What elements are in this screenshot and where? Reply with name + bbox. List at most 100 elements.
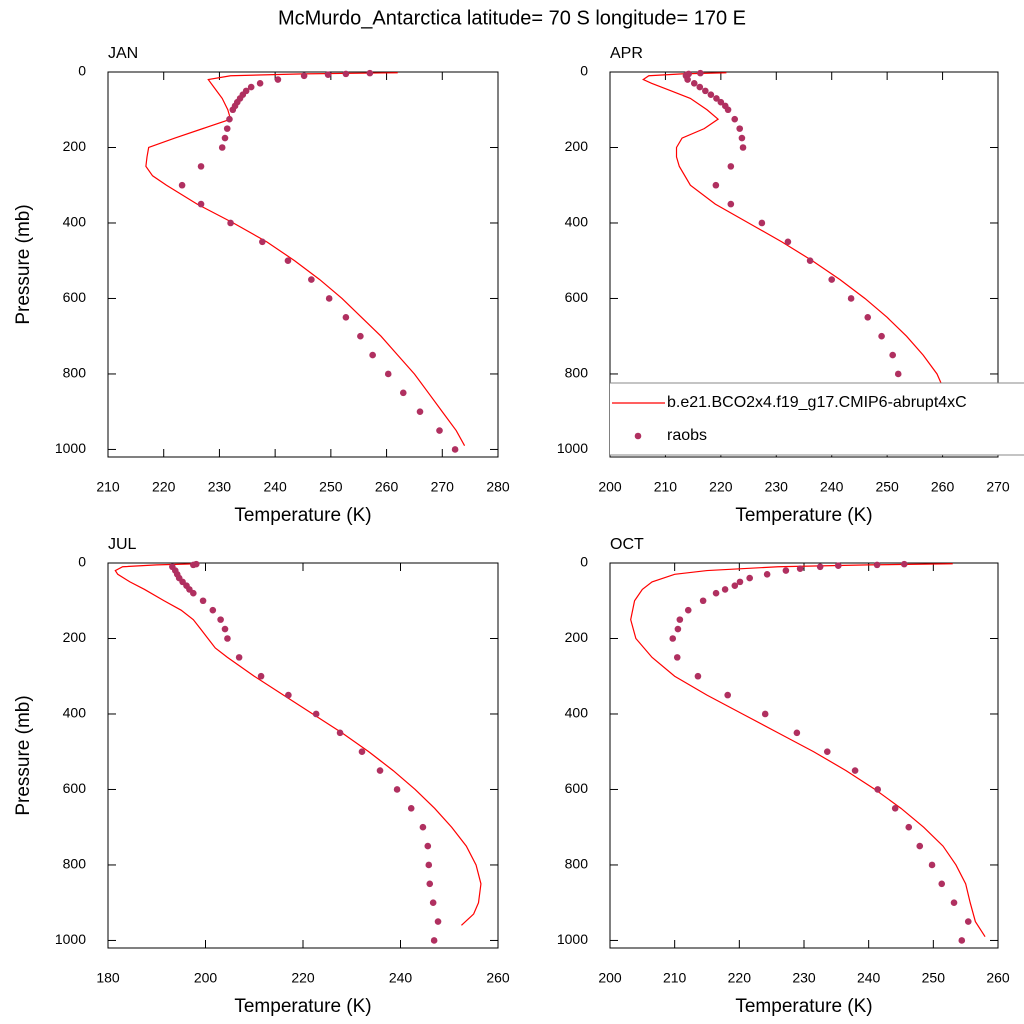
raob-point bbox=[784, 238, 792, 246]
raob-point bbox=[430, 937, 438, 944]
plot-frame bbox=[107, 71, 499, 458]
raob-point bbox=[707, 91, 715, 98]
raob-point bbox=[407, 805, 415, 812]
x-tick-label: 230 bbox=[208, 479, 232, 495]
y-tick-label: 1000 bbox=[557, 931, 588, 947]
raob-point bbox=[197, 200, 205, 208]
x-tick-label: 230 bbox=[765, 479, 789, 495]
plot-frame bbox=[609, 71, 999, 458]
raob-point bbox=[900, 560, 908, 568]
raob-point bbox=[964, 918, 972, 925]
y-tick-label: 800 bbox=[565, 856, 589, 872]
panel-title: JAN bbox=[108, 45, 138, 62]
y-tick-label: 600 bbox=[565, 289, 589, 305]
y-tick-label: 0 bbox=[78, 63, 86, 79]
x-tick-label: 260 bbox=[375, 479, 399, 495]
raob-point bbox=[916, 842, 924, 850]
raob-point bbox=[426, 880, 434, 888]
raob-point bbox=[782, 567, 790, 574]
raob-point bbox=[274, 76, 282, 83]
raob-point bbox=[713, 95, 720, 102]
raob-point bbox=[905, 823, 913, 831]
raob-point bbox=[393, 786, 401, 793]
y-tick-label: 200 bbox=[565, 629, 589, 645]
raob-point bbox=[676, 616, 684, 623]
raob-point bbox=[796, 565, 804, 572]
x-tick-label: 280 bbox=[486, 479, 510, 495]
y-tick-label: 800 bbox=[565, 365, 589, 381]
raob-point bbox=[724, 106, 732, 114]
profile-line bbox=[114, 563, 482, 926]
raob-point bbox=[727, 200, 735, 208]
raob-point bbox=[739, 144, 747, 151]
y-tick-label: 600 bbox=[63, 780, 87, 796]
x-tick-label: 270 bbox=[431, 479, 455, 495]
raob-point bbox=[436, 427, 443, 434]
profile-line bbox=[630, 563, 986, 938]
y-tick-label: 800 bbox=[63, 856, 87, 872]
x-tick-label: 200 bbox=[194, 970, 218, 986]
panel: OCT Temperature (K) 200 210 220 230 240 250 260 0… bbox=[557, 536, 1010, 1017]
raob-point bbox=[312, 710, 320, 718]
plot-frame bbox=[609, 562, 999, 949]
raob-point bbox=[761, 710, 769, 718]
raob-point bbox=[429, 899, 437, 907]
raob-point bbox=[235, 654, 243, 661]
raob-point bbox=[746, 574, 753, 582]
raob-point bbox=[674, 625, 682, 633]
raob-point bbox=[864, 314, 872, 321]
y-tick-label: 400 bbox=[565, 214, 589, 230]
y-tick-label: 200 bbox=[565, 138, 589, 154]
raob-point bbox=[763, 571, 771, 578]
x-axis-title: Temperature (K) bbox=[735, 996, 872, 1017]
legend: b.e21.BCO2x4.f19_g17.CMIP6-abrupt4xCraob… bbox=[610, 382, 1024, 456]
raob-point bbox=[199, 597, 207, 605]
raob-point bbox=[758, 219, 766, 227]
raob-point bbox=[451, 446, 459, 453]
raob-point bbox=[308, 276, 315, 283]
raob-point bbox=[928, 861, 936, 869]
raob-point bbox=[736, 125, 744, 132]
panel-title: OCT bbox=[610, 536, 644, 553]
raob-point bbox=[878, 332, 885, 340]
x-tick-label: 250 bbox=[875, 479, 899, 495]
raob-point bbox=[358, 748, 366, 756]
raob-point bbox=[256, 80, 264, 87]
y-tick-label: 600 bbox=[565, 780, 589, 796]
raob-point bbox=[227, 219, 234, 227]
raob-point bbox=[399, 389, 407, 397]
x-tick-label: 220 bbox=[152, 479, 176, 495]
legend-label: b.e21.BCO2x4.f19_g17.CMIP6-abrupt4xC bbox=[667, 394, 967, 411]
y-tick-label: 600 bbox=[63, 289, 87, 305]
raob-point bbox=[694, 672, 702, 680]
raob-point bbox=[702, 87, 709, 95]
x-tick-label: 270 bbox=[986, 479, 1010, 495]
raob-point bbox=[731, 582, 739, 589]
raob-point bbox=[697, 69, 704, 77]
raob-point bbox=[416, 408, 424, 416]
raob-point bbox=[673, 654, 681, 661]
x-tick-label: 260 bbox=[986, 970, 1010, 986]
raob-point bbox=[218, 144, 226, 151]
x-tick-label: 250 bbox=[922, 970, 946, 986]
y-tick-label: 200 bbox=[63, 138, 87, 154]
raob-point bbox=[823, 748, 831, 756]
y-tick-label: 1000 bbox=[55, 440, 86, 456]
raob-point bbox=[434, 918, 442, 925]
raob-point bbox=[197, 163, 205, 170]
raob-point bbox=[684, 606, 692, 614]
panel-title: APR bbox=[610, 45, 643, 62]
x-tick-label: 220 bbox=[291, 970, 315, 986]
raob-point bbox=[894, 370, 902, 378]
raob-point bbox=[224, 635, 231, 642]
raob-point bbox=[793, 729, 801, 737]
raob-point bbox=[369, 351, 376, 359]
x-tick-label: 250 bbox=[319, 479, 343, 495]
raob-point bbox=[847, 295, 855, 302]
raob-point bbox=[699, 597, 707, 605]
raob-point bbox=[226, 115, 233, 123]
x-tick-label: 200 bbox=[598, 970, 622, 986]
raob-point bbox=[669, 635, 677, 642]
raob-point bbox=[696, 83, 704, 91]
figure-title: McMurdo_Antarctica latitude= 70 S longit… bbox=[278, 7, 746, 29]
